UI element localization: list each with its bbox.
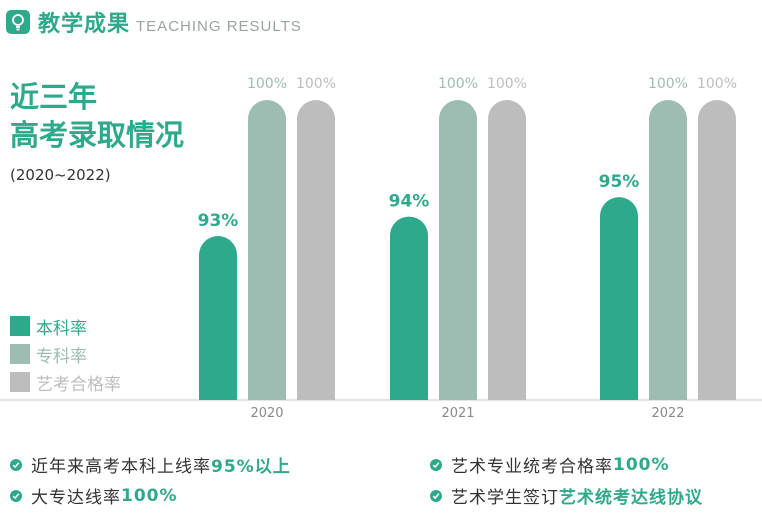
x-tick-label-2022: 2022 (651, 406, 684, 421)
legend-swatch-college (10, 344, 30, 364)
data-label-专科率-2021: 100% (438, 76, 478, 92)
check-icon (10, 458, 22, 471)
legend-label-undergrad: 本科率 (36, 318, 87, 339)
bottom-note-highlight: 100% (121, 485, 178, 506)
data-label-艺考合格率-2022: 100% (697, 76, 737, 92)
legend-label-college: 专科率 (36, 346, 87, 367)
section-title: 教学成果 (38, 12, 131, 37)
legend: 本科率 专科率 艺考合格率 (10, 312, 121, 396)
chart-title-line1: 近三年 (10, 80, 98, 114)
bottom-note-highlight: 95%以上 (211, 457, 291, 477)
bottom-note-undergrad: 近年来高考本科上线率 95%以上 (10, 452, 291, 477)
check-icon (430, 489, 442, 502)
bottom-note-college: 大专达线率 100% (10, 483, 178, 508)
bar-本科率-2022 (600, 197, 638, 400)
x-tick-label-2020: 2020 (250, 406, 283, 421)
bottom-note-text: 艺术学生签订 (451, 488, 559, 508)
legend-item-college: 专科率 (10, 340, 121, 368)
chart-years: (2020~2022) (10, 166, 111, 184)
data-label-本科率-2020: 93% (198, 211, 239, 231)
bar-专科率-2021 (439, 100, 477, 400)
data-label-艺考合格率-2020: 100% (296, 76, 336, 92)
bottom-note-highlight: 艺术统考达线协议 (559, 488, 703, 508)
bar-本科率-2021 (390, 216, 428, 400)
x-tick-label-2021: 2021 (441, 406, 474, 421)
bottom-note-highlight: 100% (613, 454, 670, 475)
bottom-note-art-pass: 艺术专业统考合格率 100% (430, 452, 670, 477)
legend-item-art: 艺考合格率 (10, 368, 121, 396)
data-label-专科率-2020: 100% (247, 76, 287, 92)
check-icon (10, 489, 22, 502)
legend-swatch-art (10, 372, 30, 392)
bottom-note-text: 大专达线率 (31, 488, 121, 508)
data-label-本科率-2022: 95% (599, 172, 640, 192)
check-icon (430, 458, 442, 471)
bar-本科率-2020 (199, 236, 237, 400)
header: 教学成果 TEACHING RESULTS (6, 6, 302, 38)
bar-专科率-2020 (248, 100, 286, 400)
legend-item-undergrad: 本科率 (10, 312, 121, 340)
bottom-note-agreement: 艺术学生签订 艺术统考达线协议 (430, 483, 703, 508)
chart-title-line2: 高考录取情况 (10, 118, 185, 152)
bar-艺考合格率-2020 (297, 100, 335, 400)
bar-艺考合格率-2021 (488, 100, 526, 400)
legend-swatch-undergrad (10, 316, 30, 336)
legend-label-art: 艺考合格率 (36, 374, 121, 395)
bar-艺考合格率-2022 (698, 100, 736, 400)
chart-title: 近三年 高考录取情况 (10, 78, 184, 154)
section-subtitle: TEACHING RESULTS (136, 17, 302, 35)
lightbulb-icon (6, 10, 30, 34)
bottom-note-text: 艺术专业统考合格率 (451, 457, 613, 477)
data-label-本科率-2021: 94% (389, 192, 430, 212)
bottom-note-text: 近年来高考本科上线率 (31, 457, 211, 477)
bar-专科率-2022 (649, 100, 687, 400)
data-label-艺考合格率-2021: 100% (487, 76, 527, 92)
data-label-专科率-2022: 100% (648, 76, 688, 92)
